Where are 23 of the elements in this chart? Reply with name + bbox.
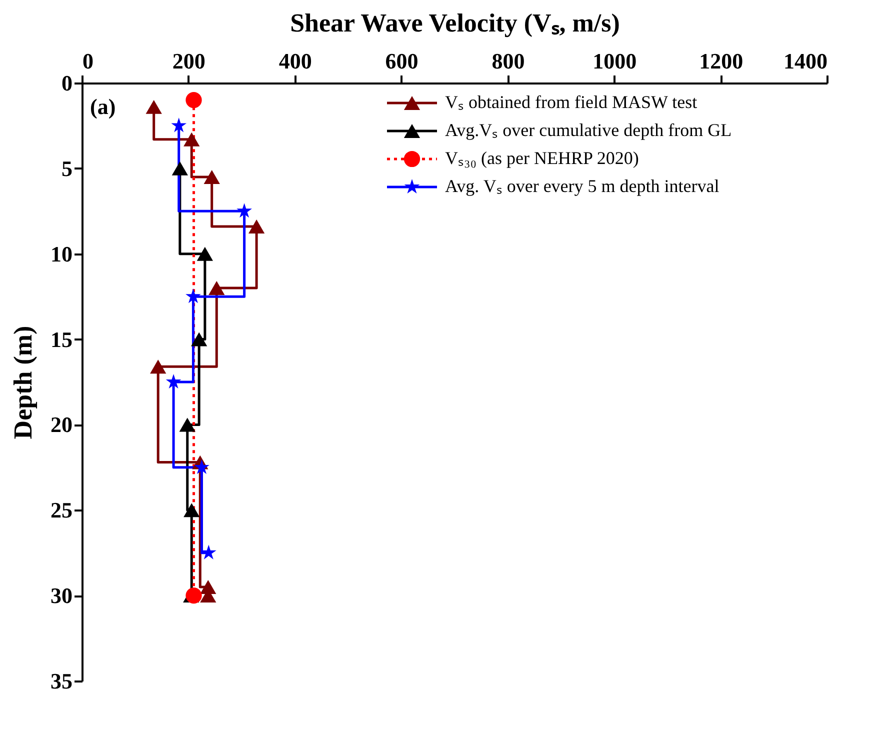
legend-label: Vₛ obtained from field MASW test [445,92,698,112]
legend-label: Vₛ₃₀ (as per NEHRP 2020) [445,148,639,168]
x-axis-title: Shear Wave Velocity (Vₛ, m/s) [290,8,620,38]
x-tick-label: 1000 [592,48,637,74]
y-tick-label: 10 [50,241,72,266]
y-tick-label: 25 [50,498,72,523]
x-tick-label: 800 [492,48,525,74]
x-tick-label: 400 [278,48,312,74]
annotation: (a) [90,94,116,119]
legend-label: Avg. Vₛ over every 5 m depth interval [445,176,720,196]
x-tick-label: 600 [385,48,418,74]
y-tick-label: 0 [62,70,72,96]
y-tick-label: 20 [50,412,72,438]
legend-label: Avg.Vₛ over cumulative depth from GL [445,120,732,140]
y-tick-label: 15 [50,326,72,352]
y-tick-label: 30 [50,583,72,608]
y-tick-label: 35 [50,668,72,694]
x-tick-label: 0 [82,48,94,74]
y-tick-label: 5 [62,156,72,181]
x-tick-label: 1200 [699,48,744,74]
y-axis-title: Depth (m) [8,326,38,440]
x-tick-label: 200 [172,48,206,74]
x-tick-label: 1400 [784,48,828,74]
